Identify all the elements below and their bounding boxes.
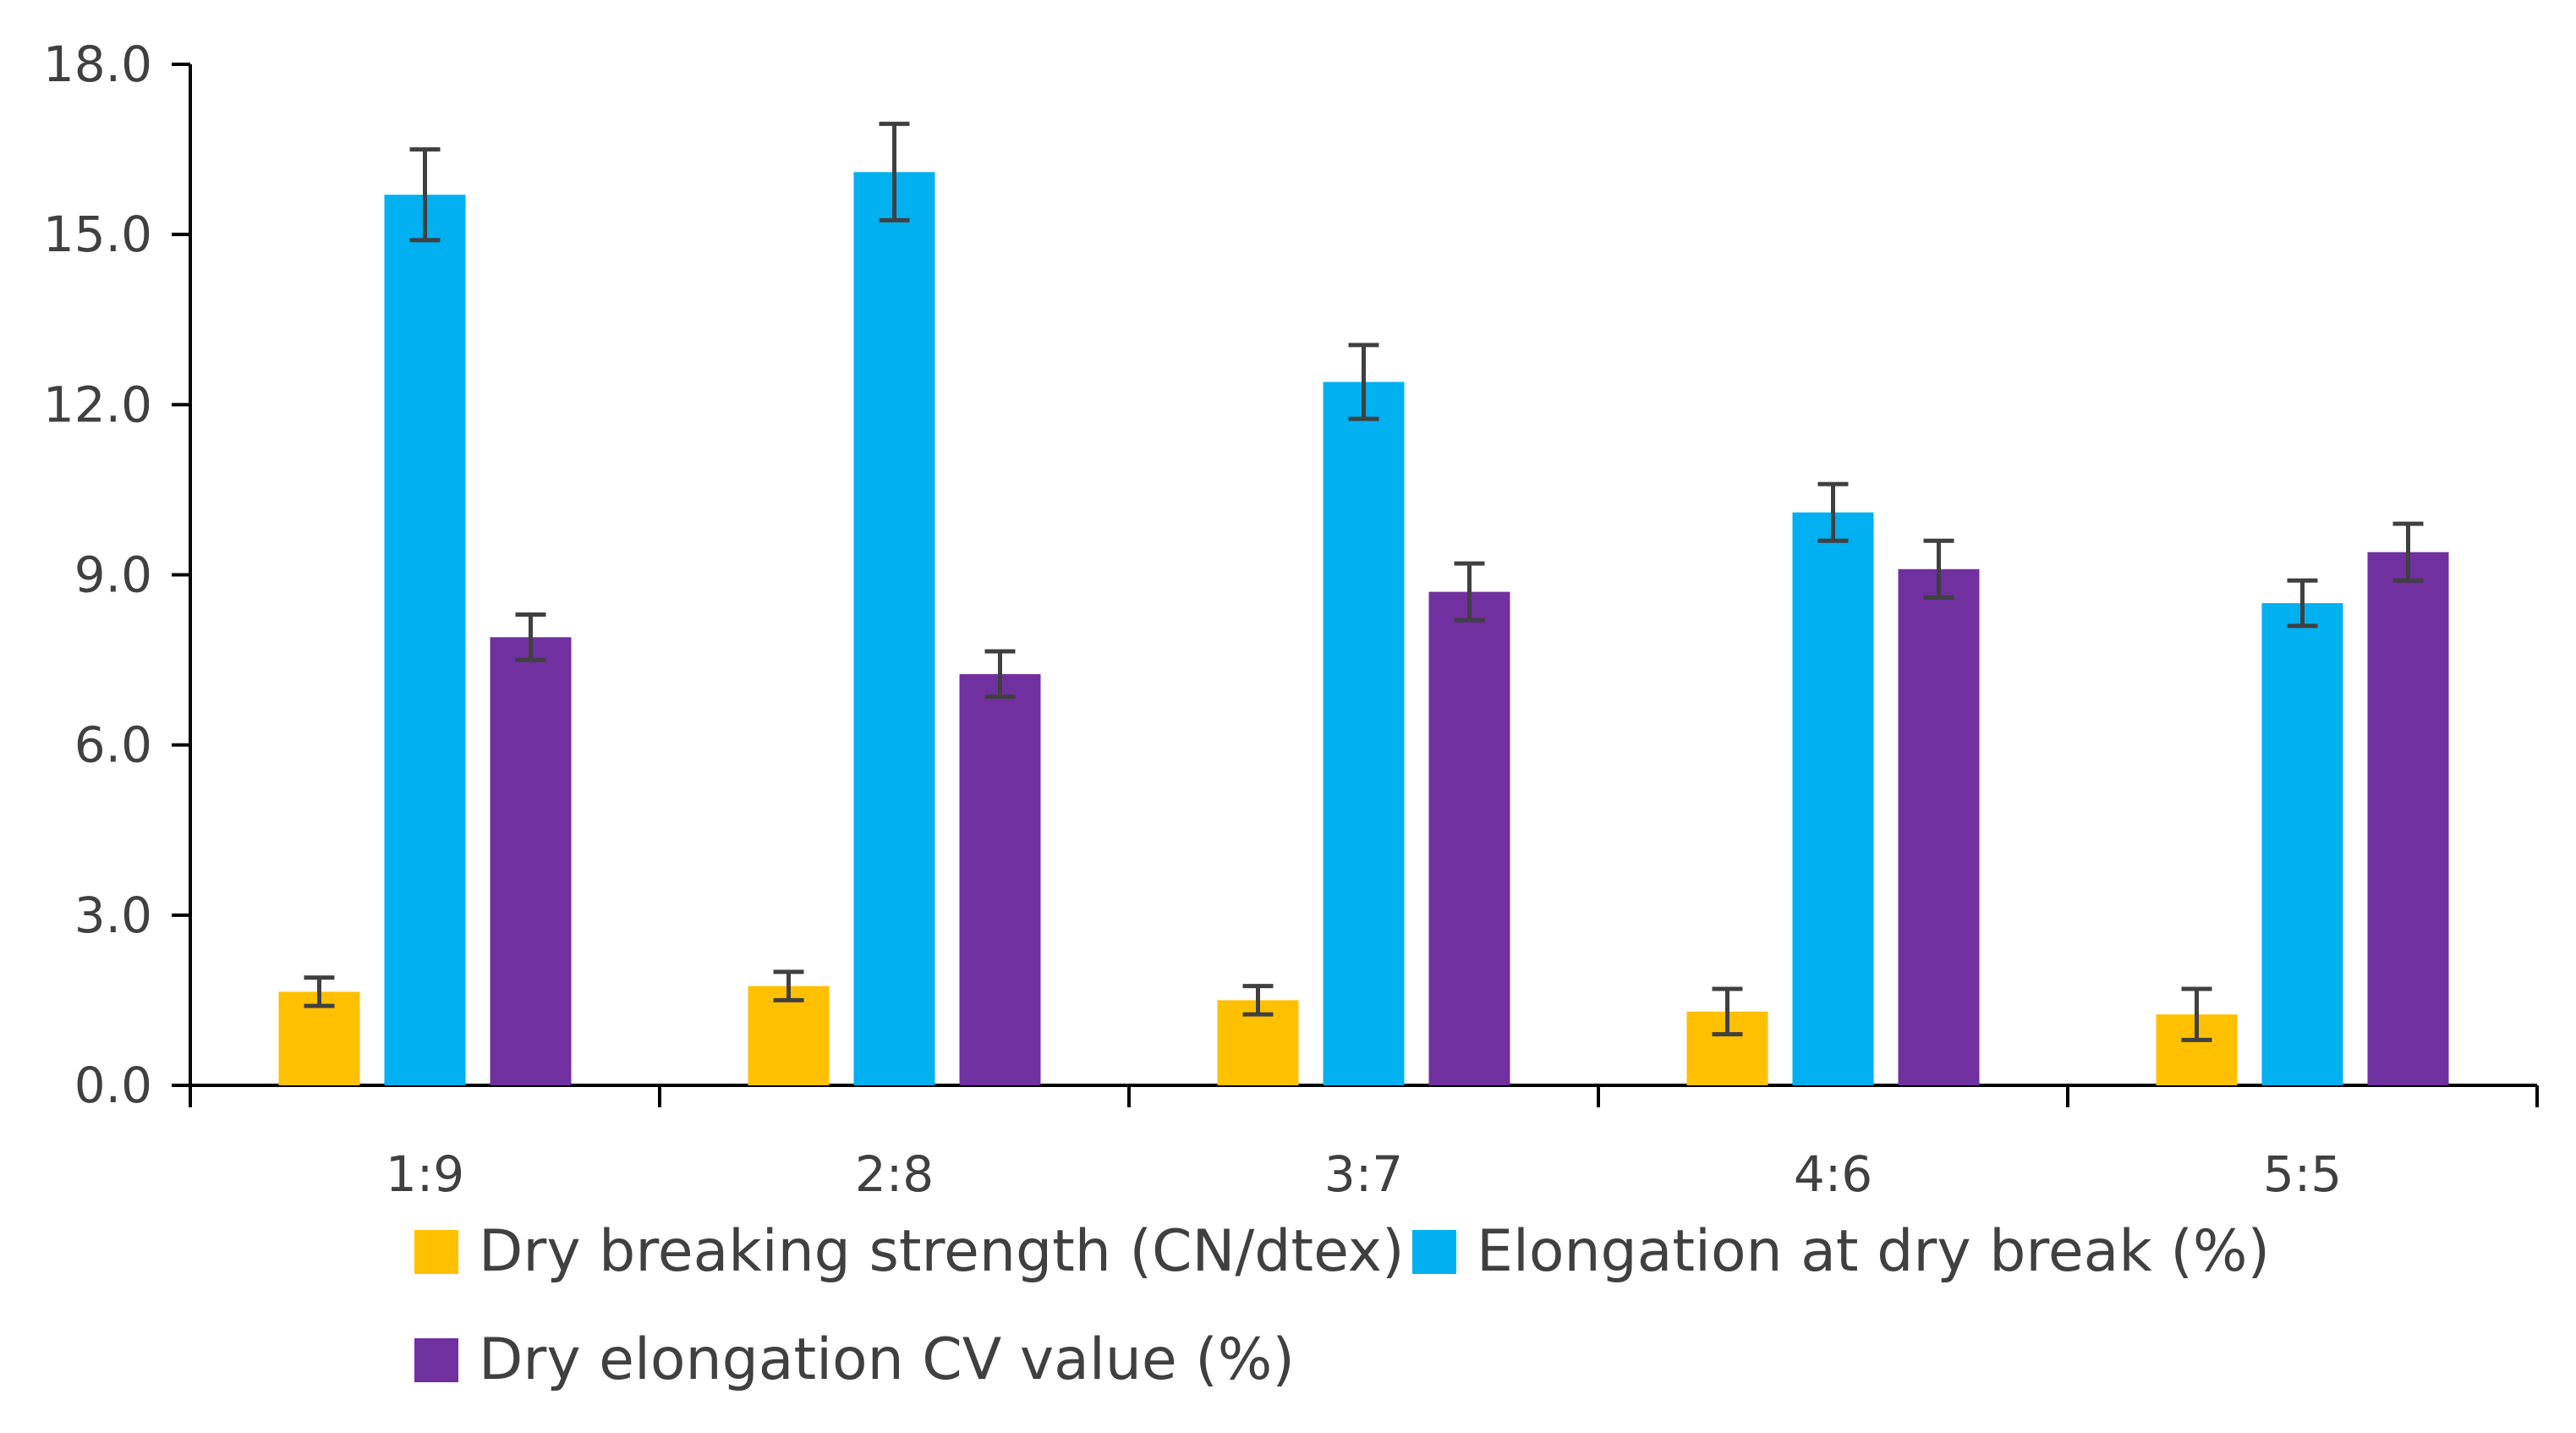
x-tick-label: 5:5 — [2263, 1145, 2342, 1203]
bar — [490, 637, 572, 1085]
x-tick-label: 1:9 — [386, 1145, 464, 1203]
bar — [2367, 552, 2449, 1085]
legend-swatch-dry-elongation-cv — [414, 1337, 458, 1382]
bar — [1792, 512, 1874, 1085]
y-tick-label: 3.0 — [74, 887, 152, 944]
bar — [1898, 568, 1980, 1085]
legend-item-dry-breaking-strength: Dry breaking strength (CN/dtex) — [414, 1218, 1405, 1285]
legend-item-dry-elongation-cv: Dry elongation CV value (%) — [414, 1326, 1295, 1393]
legend-swatch-elongation-at-dry-break — [1412, 1229, 1456, 1274]
bar — [853, 172, 935, 1086]
y-tick-label: 12.0 — [43, 376, 152, 433]
legend-label-dry-breaking-strength: Dry breaking strength (CN/dtex) — [479, 1218, 1405, 1285]
y-tick-label: 15.0 — [43, 206, 152, 263]
legend-label-elongation-at-dry-break: Elongation at dry break (%) — [1477, 1218, 2270, 1285]
y-tick-label: 6.0 — [74, 716, 152, 774]
bar — [959, 673, 1041, 1085]
bar — [384, 195, 466, 1085]
bar — [2261, 603, 2343, 1085]
bar — [748, 986, 830, 1085]
legend-item-elongation-at-dry-break: Elongation at dry break (%) — [1412, 1218, 2270, 1285]
bar — [1428, 591, 1510, 1085]
y-tick-label: 18.0 — [43, 36, 152, 93]
y-axis: 0.0 3.0 6.0 9.0 12.0 15.0 18.0 — [43, 36, 192, 1114]
y-tick-label: 9.0 — [74, 546, 152, 604]
x-tick-label: 4:6 — [1794, 1145, 1872, 1203]
bars — [278, 121, 2449, 1086]
x-axis: 1:9 2:8 3:7 4:6 5:5 — [189, 1084, 2539, 1203]
x-tick-label: 3:7 — [1324, 1145, 1403, 1203]
legend-swatch-dry-breaking-strength — [414, 1229, 458, 1274]
y-tick-label: 0.0 — [74, 1057, 152, 1114]
legend-label-dry-elongation-cv: Dry elongation CV value (%) — [479, 1326, 1295, 1393]
x-tick-label: 2:8 — [855, 1145, 934, 1203]
bar — [1323, 382, 1405, 1085]
